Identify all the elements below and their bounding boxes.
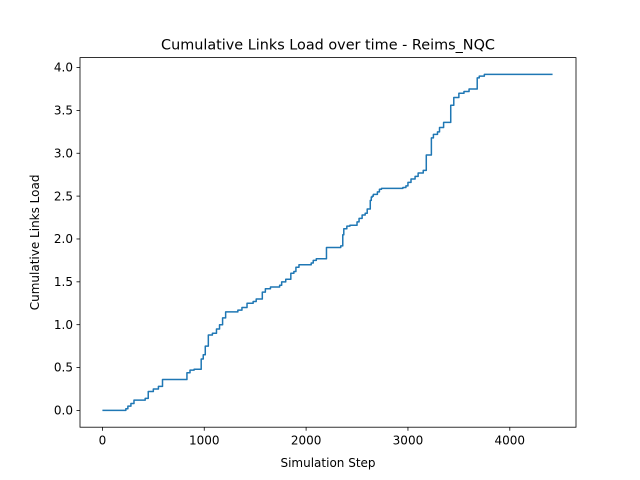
y-tick-label: 1.0 [54,318,73,332]
y-tick-label: 4.0 [54,61,73,75]
x-tick-label: 0 [99,434,107,448]
y-tick-label: 2.5 [54,189,73,203]
plot-frame [79,57,577,428]
y-tick-label: 3.5 [54,104,73,118]
y-tick-label: 2.0 [54,232,73,246]
y-tick-label: 0.0 [54,404,73,418]
y-tick-label: 0.5 [54,361,73,375]
y-tick-label: 1.5 [54,275,73,289]
x-tick-label: 3000 [393,434,424,448]
x-axis-title: Simulation Step [280,456,375,470]
x-tick-label: 4000 [495,434,526,448]
series-line [102,73,553,412]
x-tick-label: 1000 [189,434,220,448]
chart-title: Cumulative Links Load over time - Reims_… [161,38,495,54]
y-tick-label: 3.0 [54,146,73,160]
x-tick-label: 2000 [291,434,322,448]
y-axis-title: Cumulative Links Load [28,175,42,311]
